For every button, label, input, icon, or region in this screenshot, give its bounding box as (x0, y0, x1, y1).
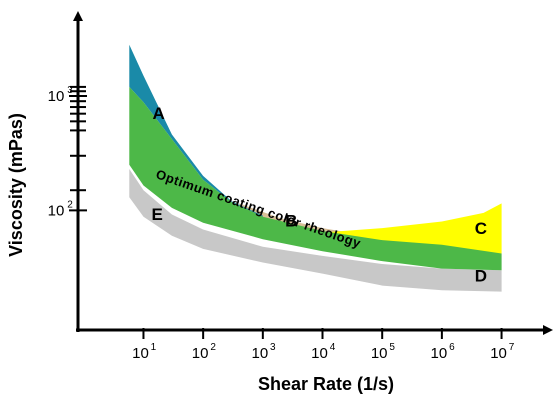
x-tick-label: 10 (251, 345, 268, 362)
x-tick-label: 10 (132, 345, 149, 362)
region-d (129, 169, 502, 292)
region-optimum-coating-color-rheology (129, 86, 502, 271)
x-tick-exponent: 3 (270, 342, 276, 353)
region-label-b: B (285, 212, 297, 231)
region-label-d: D (475, 266, 487, 285)
axes-layer (73, 11, 553, 335)
x-tick-exponent: 5 (389, 342, 395, 353)
x-axis-title: Shear Rate (1/s) (258, 374, 394, 394)
x-tick-label: 10 (371, 345, 388, 362)
x-tick-label: 10 (311, 345, 328, 362)
x-tick-exponent: 7 (509, 342, 515, 353)
ticks-layer: 101102103104105106107102103 (48, 85, 515, 362)
x-tick-label: 10 (490, 345, 507, 362)
y-tick-label: 10 (48, 88, 65, 105)
x-tick-exponent: 1 (151, 342, 157, 353)
region-label-c: C (475, 219, 487, 238)
x-tick-label: 10 (431, 345, 448, 362)
x-tick-exponent: 2 (210, 342, 216, 353)
y-tick-label: 10 (48, 202, 65, 219)
region-label-e: E (152, 205, 163, 224)
x-tick-label: 10 (192, 345, 209, 362)
regions-layer (129, 44, 502, 292)
x-tick-exponent: 6 (449, 342, 455, 353)
y-axis-title: Viscosity (mPas) (6, 113, 26, 257)
x-tick-exponent: 4 (330, 342, 336, 353)
region-label-a: A (153, 104, 165, 123)
y-tick-exponent: 2 (67, 199, 73, 210)
